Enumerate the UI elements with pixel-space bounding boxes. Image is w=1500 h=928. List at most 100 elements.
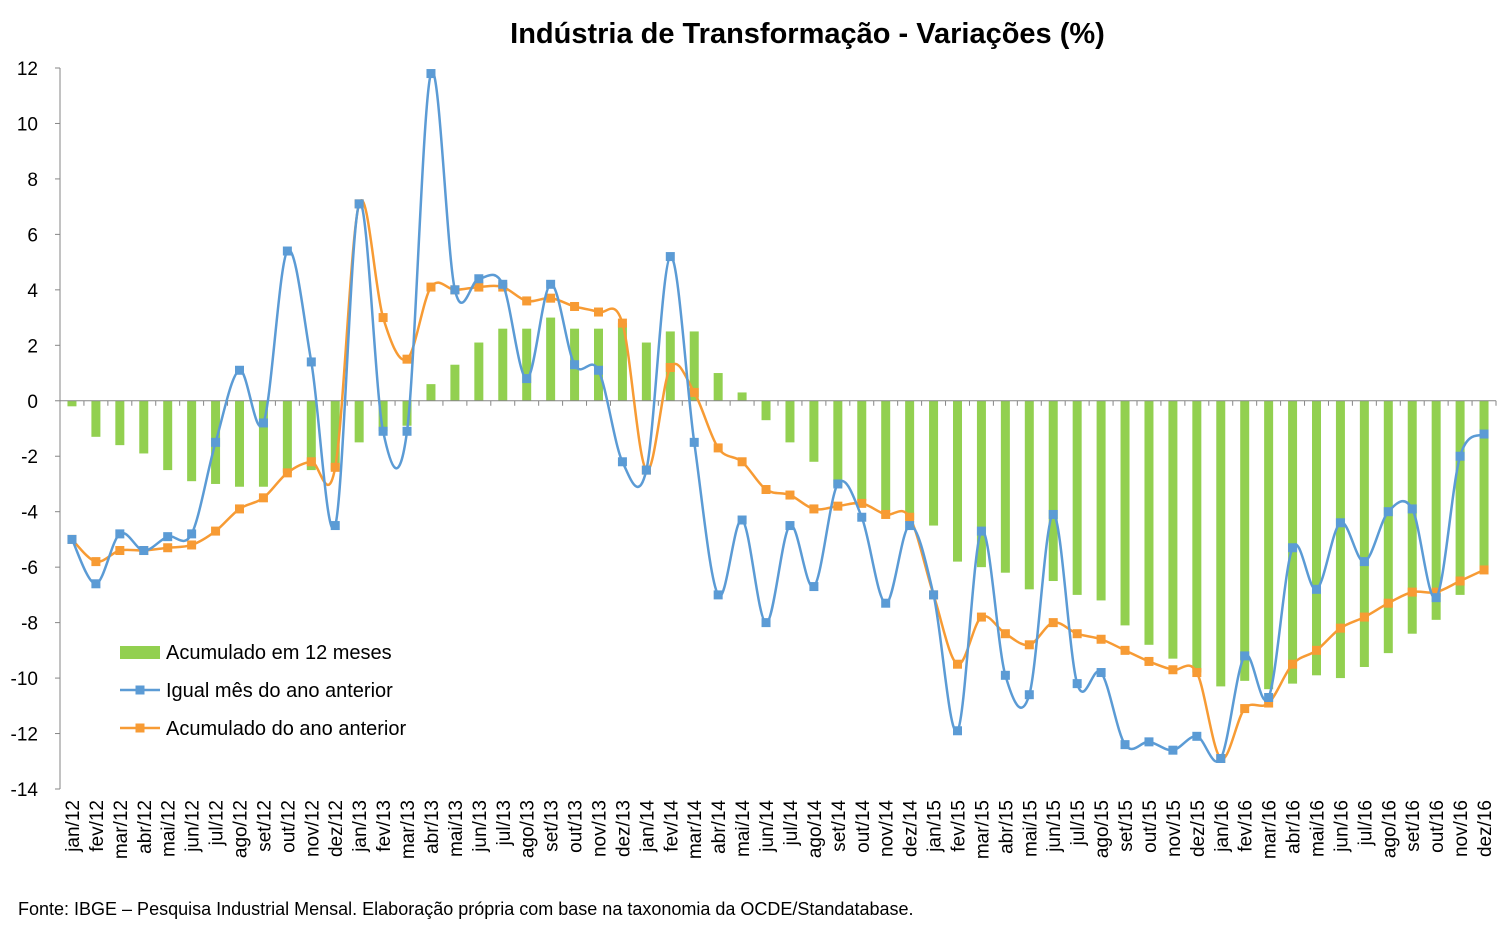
x-tick-label: jan/12 — [63, 800, 84, 853]
bar-acumulado-12m — [354, 400, 364, 443]
y-tick-label: 4 — [27, 281, 38, 302]
bar-acumulado-12m — [1288, 400, 1298, 684]
bar-acumulado-12m — [235, 400, 244, 487]
marker-igual-mes — [905, 521, 915, 531]
marker-acumulado-ano — [1407, 587, 1417, 597]
marker-igual-mes — [1359, 557, 1369, 567]
x-tick-label: ago/16 — [1379, 800, 1400, 858]
x-tick-label: jan/13 — [350, 800, 371, 853]
legend-marker-igual-mes — [135, 685, 145, 695]
bar-acumulado-12m — [761, 400, 771, 421]
marker-acumulado-ano — [330, 462, 340, 472]
x-tick-label: nov/14 — [877, 800, 898, 857]
bar-acumulado-12m — [91, 400, 101, 437]
marker-igual-mes — [1431, 593, 1441, 603]
marker-igual-mes — [450, 285, 460, 295]
marker-igual-mes — [1024, 690, 1034, 700]
marker-acumulado-ano — [1168, 665, 1178, 675]
bar-acumulado-12m — [594, 328, 603, 401]
bar-acumulado-12m — [1192, 400, 1202, 673]
marker-igual-mes — [1120, 740, 1130, 750]
marker-igual-mes — [546, 279, 556, 289]
marker-igual-mes — [115, 529, 125, 539]
y-tick-label: 0 — [27, 392, 38, 413]
marker-acumulado-ano — [881, 509, 891, 519]
x-tick-label: dez/14 — [901, 800, 922, 857]
legend-label-acumulado-12m: Acumulado em 12 meses — [166, 642, 392, 664]
x-tick-label: out/15 — [1140, 800, 1161, 853]
marker-igual-mes — [163, 532, 173, 542]
marker-acumulado-ano — [689, 387, 699, 397]
marker-acumulado-ano — [522, 296, 532, 306]
marker-igual-mes — [665, 252, 675, 262]
y-tick-label: 2 — [27, 336, 38, 357]
marker-acumulado-ano — [785, 490, 795, 500]
marker-igual-mes — [881, 598, 891, 608]
x-tick-label: jan/14 — [637, 800, 658, 853]
x-tick-label: abr/12 — [135, 800, 156, 854]
bar-acumulado-12m — [1240, 400, 1250, 681]
marker-acumulado-ano — [1455, 576, 1465, 586]
marker-igual-mes — [1479, 429, 1489, 439]
marker-igual-mes — [594, 365, 603, 375]
bar-acumulado-12m — [115, 400, 125, 446]
marker-igual-mes — [1096, 668, 1106, 678]
marker-acumulado-ano — [617, 318, 627, 328]
marker-igual-mes — [67, 534, 77, 544]
marker-acumulado-ano — [570, 301, 580, 311]
bar-acumulado-12m — [857, 400, 867, 501]
marker-acumulado-ano — [737, 457, 747, 467]
bar-acumulado-12m — [1431, 400, 1441, 620]
axes-layer — [55, 67, 1497, 790]
marker-acumulado-ano — [1264, 698, 1274, 708]
marker-igual-mes — [617, 457, 627, 467]
marker-acumulado-ano — [1312, 645, 1321, 655]
bar-acumulado-12m — [163, 400, 173, 471]
marker-acumulado-ano — [905, 512, 915, 522]
x-tick-label: set/14 — [829, 800, 850, 852]
marker-igual-mes — [1383, 507, 1393, 517]
marker-igual-mes — [641, 465, 651, 475]
x-tick-label: mai/16 — [1308, 800, 1329, 857]
marker-igual-mes — [1000, 670, 1010, 680]
bar-acumulado-12m — [1359, 400, 1369, 667]
marker-igual-mes — [426, 69, 436, 79]
marker-acumulado-ano — [1000, 629, 1010, 639]
bar-acumulado-12m — [1216, 400, 1226, 687]
marker-igual-mes — [402, 426, 412, 436]
y-tick-label: 10 — [17, 114, 38, 135]
bar-acumulado-12m — [330, 400, 340, 471]
marker-acumulado-ano — [378, 313, 388, 323]
bar-acumulado-12m — [1407, 400, 1417, 634]
marker-igual-mes — [737, 515, 747, 525]
marker-igual-mes — [1216, 753, 1226, 763]
bar-acumulado-12m — [881, 400, 891, 512]
x-tick-label: mai/12 — [159, 800, 180, 857]
marker-igual-mes — [1240, 651, 1250, 661]
x-tick-label: set/12 — [254, 800, 275, 852]
marker-acumulado-ano — [1192, 668, 1202, 678]
marker-acumulado-ano — [1144, 656, 1154, 666]
x-tick-label: jun/14 — [757, 800, 778, 853]
marker-igual-mes — [1048, 509, 1058, 519]
marker-acumulado-ano — [426, 282, 436, 292]
x-tick-label: out/12 — [278, 800, 299, 853]
x-tick-label: out/13 — [566, 800, 587, 853]
y-tick-label: -14 — [11, 780, 39, 801]
marker-acumulado-ano — [857, 498, 867, 508]
legend-label-acumulado-ano: Acumulado do ano anterior — [166, 718, 406, 740]
x-tick-label: ago/15 — [1092, 800, 1113, 858]
marker-igual-mes — [91, 579, 101, 589]
marker-igual-mes — [953, 726, 962, 736]
marker-igual-mes — [282, 246, 292, 256]
x-tick-label: out/16 — [1427, 800, 1448, 853]
bar-acumulado-12m — [713, 373, 723, 401]
marker-acumulado-ano — [402, 354, 412, 364]
marker-acumulado-ano — [976, 612, 986, 622]
marker-acumulado-ano — [665, 362, 675, 372]
marker-acumulado-ano — [1072, 629, 1082, 639]
x-tick-label: fev/15 — [949, 800, 970, 852]
marker-acumulado-ano — [833, 501, 843, 511]
x-tick-label: dez/13 — [613, 800, 634, 857]
bar-acumulado-12m — [1048, 400, 1058, 582]
